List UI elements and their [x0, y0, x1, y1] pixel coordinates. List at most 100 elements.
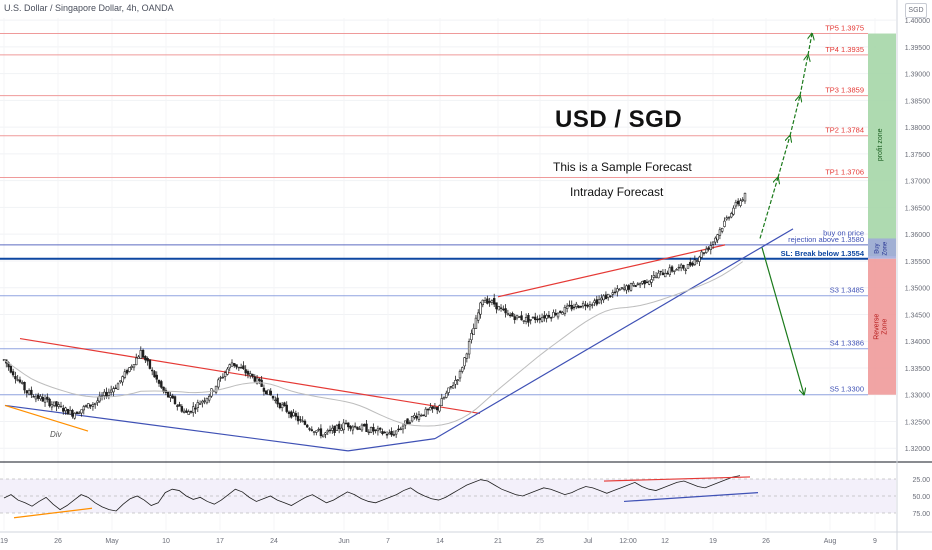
- time-axis[interactable]: 19 26 May 10 17 24 Jun 7 14 21 25 Jul 12:00 12 19 26 Aug…: [0, 531, 932, 545]
- price-tick-label: 1.40000: [905, 18, 930, 25]
- candle-body: [652, 275, 656, 278]
- candle-body: [155, 374, 158, 380]
- candle-body: [353, 425, 357, 428]
- candle-body: [399, 428, 402, 431]
- candle-body: [431, 406, 434, 409]
- candle-body: [253, 376, 256, 382]
- candle-body: [121, 376, 124, 383]
- candle-body: [187, 411, 190, 415]
- candle-body: [543, 315, 546, 319]
- candle-body: [196, 402, 199, 408]
- candle-body: [251, 373, 254, 377]
- candle-body: [481, 299, 484, 306]
- candle-body: [32, 396, 35, 398]
- candle-body: [369, 427, 373, 433]
- price-tick-label: 1.39500: [905, 45, 930, 52]
- candle-body: [105, 392, 108, 397]
- time-tick-label: 7: [386, 538, 390, 545]
- candle-body: [723, 220, 726, 227]
- candle-body: [682, 264, 685, 269]
- price-tick-label: 1.35500: [905, 259, 930, 266]
- candle-body: [333, 425, 336, 433]
- price-axis[interactable]: 1.32000 1.32500 1.33000 1.33500 1.34000 1.345…: [896, 0, 930, 550]
- candle-body: [148, 359, 152, 369]
- candle-body: [358, 428, 361, 430]
- forecast-zones: profit zone Buy Zone ReverseZone: [868, 33, 896, 395]
- candle-body: [46, 396, 49, 400]
- candle-body: [219, 377, 222, 379]
- candle-body: [84, 405, 88, 407]
- candle-body: [367, 431, 370, 434]
- candle-body: [472, 328, 475, 335]
- candle-body: [169, 395, 172, 398]
- candle-body: [344, 422, 348, 425]
- candle-body: [388, 432, 391, 435]
- candle-body: [663, 273, 667, 278]
- candle-body: [342, 422, 345, 431]
- candle-body: [23, 382, 26, 391]
- candle-body: [638, 283, 642, 286]
- candle-body: [109, 389, 113, 393]
- candle-body: [374, 429, 377, 431]
- candle-body: [153, 371, 156, 378]
- candle-body: [378, 427, 382, 430]
- candle-body: [479, 302, 482, 315]
- level-label: S4 1.3386: [830, 339, 864, 348]
- candle-body: [490, 300, 494, 303]
- candle-body: [586, 304, 589, 307]
- candle-body: [743, 192, 747, 202]
- currency-badge-wrap[interactable]: SGD: [897, 1, 932, 19]
- candle-body: [554, 312, 557, 316]
- currency-badge[interactable]: SGD: [905, 3, 927, 18]
- candle-body: [171, 395, 174, 399]
- candle-body: [237, 366, 241, 369]
- candle-body: [226, 368, 229, 375]
- candle-body: [406, 418, 409, 425]
- candle-body: [160, 381, 163, 388]
- price-tick-label: 1.32000: [905, 446, 930, 453]
- candle-body: [290, 411, 293, 418]
- level-label: SL: Break below 1.3554: [781, 249, 865, 258]
- candle-body: [337, 423, 341, 430]
- time-tick-label: 10: [162, 538, 170, 545]
- candle-body: [312, 431, 316, 433]
- candle-body: [536, 318, 539, 321]
- candle-body: [579, 305, 583, 308]
- candle-body: [48, 398, 51, 407]
- candle-body: [221, 376, 225, 379]
- candle-body: [91, 404, 95, 407]
- candle-body: [613, 291, 617, 294]
- candlestick-series: [2, 192, 747, 439]
- candle-body: [492, 298, 496, 305]
- price-tick-label: 1.33000: [905, 393, 930, 400]
- time-tick-label: 12:00: [619, 538, 637, 545]
- candle-body: [606, 293, 610, 298]
- candle-body: [112, 388, 115, 393]
- candle-body: [130, 366, 133, 368]
- candle-body: [331, 427, 334, 431]
- candle-body: [540, 317, 544, 322]
- candle-body: [262, 387, 266, 392]
- candle-body: [463, 357, 466, 367]
- candle-body: [643, 280, 646, 285]
- candle-body: [531, 316, 535, 319]
- candle-body: [716, 234, 719, 241]
- candle-body: [727, 217, 731, 219]
- candle-body: [203, 400, 206, 402]
- candle-body: [684, 269, 687, 271]
- candle-body: [287, 411, 291, 415]
- candle-body: [420, 415, 423, 417]
- candle-body: [116, 383, 120, 390]
- zone-label: profit zone: [877, 128, 884, 161]
- time-tick-label: 25: [536, 538, 544, 545]
- candle-body: [595, 299, 599, 305]
- candle-body: [335, 425, 339, 431]
- candle-body: [64, 407, 67, 411]
- candle-body: [602, 295, 605, 301]
- time-tick-label: 19: [709, 538, 717, 545]
- candle-body: [55, 401, 58, 407]
- candle-body: [94, 402, 97, 405]
- candle-body: [449, 386, 453, 388]
- candle-body: [139, 350, 142, 359]
